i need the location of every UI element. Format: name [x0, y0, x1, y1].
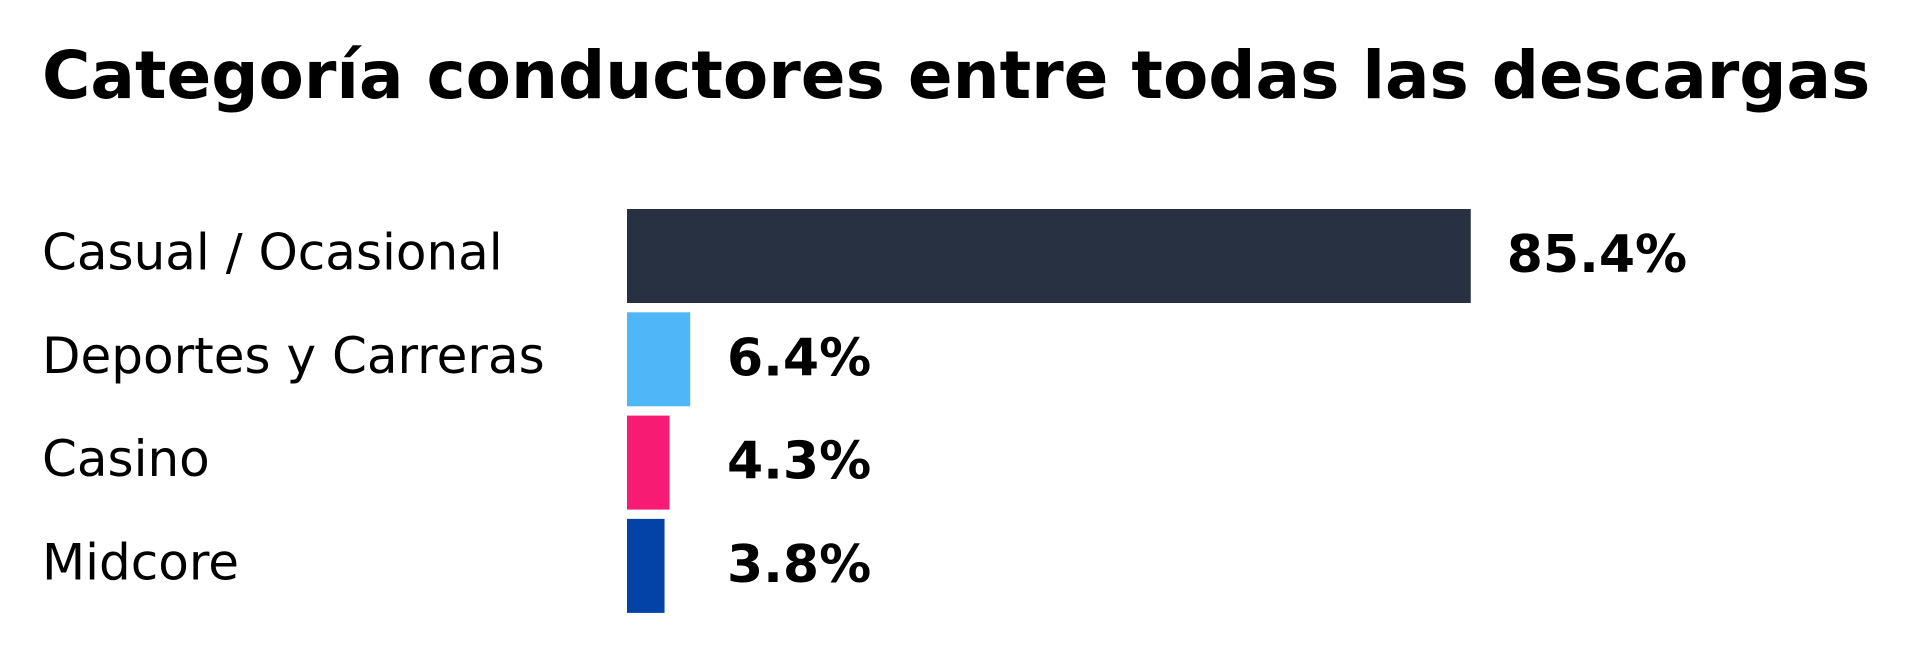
- value-label: 3.8%: [727, 535, 871, 595]
- bar: [627, 209, 1471, 303]
- value-label: 4.3%: [727, 432, 871, 492]
- bar: [627, 518, 665, 613]
- value-label: 85.4%: [1507, 225, 1687, 285]
- chart-title: Categoría conductores entre todas las de…: [42, 37, 1870, 114]
- bar: [627, 415, 670, 510]
- value-label: 6.4%: [727, 328, 871, 388]
- category-label: Casino: [42, 430, 210, 488]
- bar: [627, 312, 691, 407]
- category-label: Deportes y Carreras: [42, 327, 545, 385]
- category-label: Midcore: [42, 533, 239, 591]
- category-label: Casual / Ocasional: [42, 224, 503, 282]
